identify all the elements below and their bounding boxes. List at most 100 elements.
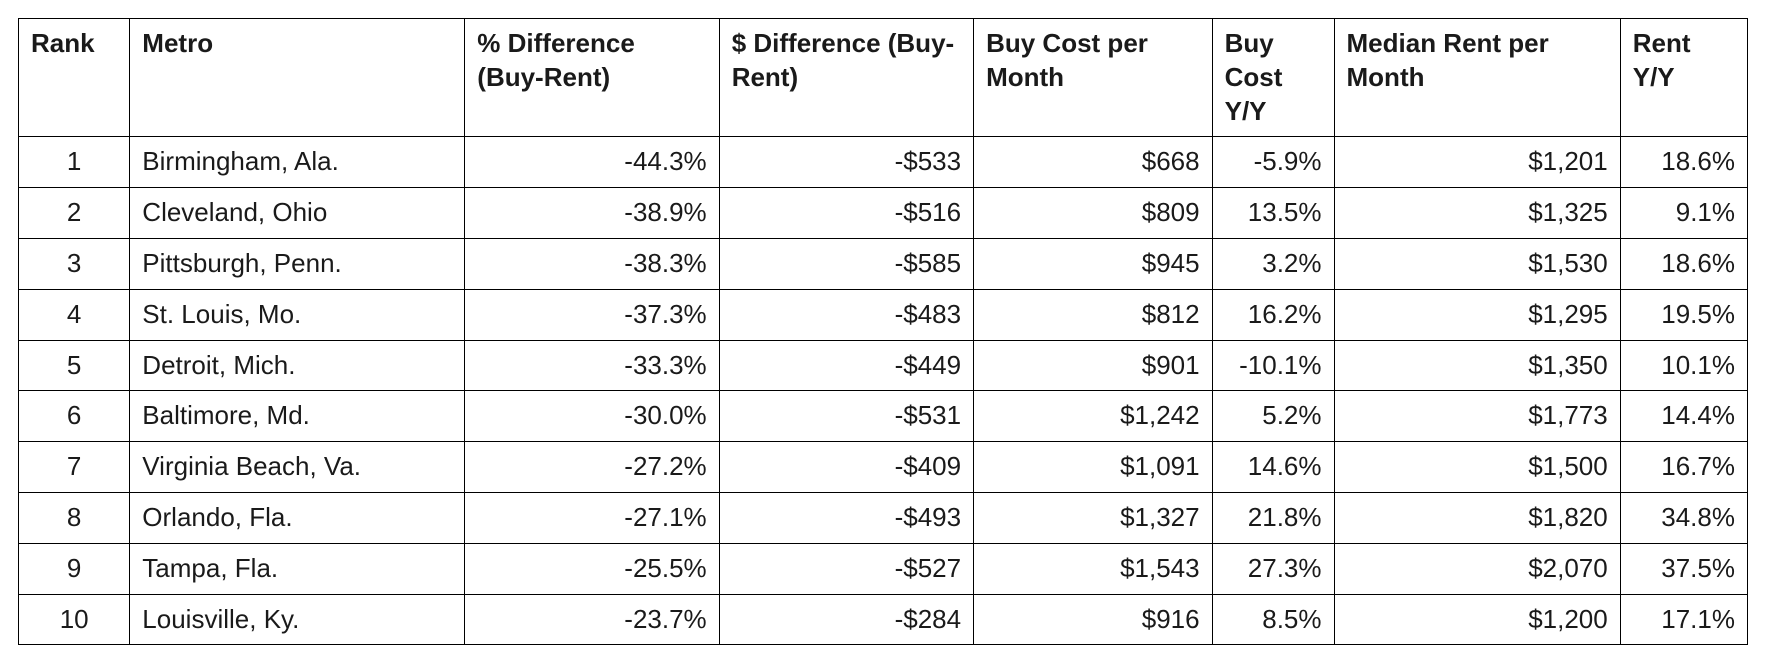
cell-median_rent: $1,350 xyxy=(1334,340,1620,391)
table-row: 6Baltimore, Md.-30.0%-$531$1,2425.2%$1,7… xyxy=(19,391,1748,442)
cell-rent_yy: 19.5% xyxy=(1620,289,1747,340)
cell-rent_yy: 18.6% xyxy=(1620,238,1747,289)
table-row: 9Tampa, Fla.-25.5%-$527$1,54327.3%$2,070… xyxy=(19,543,1748,594)
cell-metro: Cleveland, Ohio xyxy=(130,188,465,239)
col-header-pct-diff: % Difference (Buy-Rent) xyxy=(465,19,719,137)
table-row: 8Orlando, Fla.-27.1%-$493$1,32721.8%$1,8… xyxy=(19,492,1748,543)
col-header-rank: Rank xyxy=(19,19,130,137)
cell-buy_cost: $668 xyxy=(974,137,1213,188)
table-row: 7Virginia Beach, Va.-27.2%-$409$1,09114.… xyxy=(19,442,1748,493)
table-row: 5Detroit, Mich.-33.3%-$449$901-10.1%$1,3… xyxy=(19,340,1748,391)
cell-rank: 7 xyxy=(19,442,130,493)
cell-buy_cost: $812 xyxy=(974,289,1213,340)
cell-median_rent: $1,200 xyxy=(1334,594,1620,645)
cell-buy_cost: $1,242 xyxy=(974,391,1213,442)
col-header-dollar-diff: $ Difference (Buy-Rent) xyxy=(719,19,973,137)
cell-buy_yy: 21.8% xyxy=(1212,492,1334,543)
cell-rent_yy: 17.1% xyxy=(1620,594,1747,645)
table-row: 10Louisville, Ky.-23.7%-$284$9168.5%$1,2… xyxy=(19,594,1748,645)
cell-pct_diff: -33.3% xyxy=(465,340,719,391)
cell-median_rent: $1,325 xyxy=(1334,188,1620,239)
cell-rank: 4 xyxy=(19,289,130,340)
cell-buy_cost: $1,327 xyxy=(974,492,1213,543)
cell-buy_cost: $916 xyxy=(974,594,1213,645)
cell-buy_yy: -10.1% xyxy=(1212,340,1334,391)
cell-buy_cost: $1,091 xyxy=(974,442,1213,493)
cell-buy_yy: 14.6% xyxy=(1212,442,1334,493)
col-header-median-rent: Median Rent per Month xyxy=(1334,19,1620,137)
cell-metro: Orlando, Fla. xyxy=(130,492,465,543)
cell-metro: Louisville, Ky. xyxy=(130,594,465,645)
buy-vs-rent-table: Rank Metro % Difference (Buy-Rent) $ Dif… xyxy=(18,18,1748,645)
table-header: Rank Metro % Difference (Buy-Rent) $ Dif… xyxy=(19,19,1748,137)
cell-dollar_diff: -$516 xyxy=(719,188,973,239)
cell-pct_diff: -30.0% xyxy=(465,391,719,442)
cell-dollar_diff: -$493 xyxy=(719,492,973,543)
cell-pct_diff: -23.7% xyxy=(465,594,719,645)
cell-buy_yy: -5.9% xyxy=(1212,137,1334,188)
table-body: 1Birmingham, Ala.-44.3%-$533$668-5.9%$1,… xyxy=(19,137,1748,645)
cell-rent_yy: 16.7% xyxy=(1620,442,1747,493)
cell-pct_diff: -37.3% xyxy=(465,289,719,340)
cell-rank: 8 xyxy=(19,492,130,543)
cell-pct_diff: -27.2% xyxy=(465,442,719,493)
cell-rent_yy: 34.8% xyxy=(1620,492,1747,543)
cell-buy_cost: $901 xyxy=(974,340,1213,391)
cell-metro: Detroit, Mich. xyxy=(130,340,465,391)
cell-buy_yy: 5.2% xyxy=(1212,391,1334,442)
cell-rank: 6 xyxy=(19,391,130,442)
cell-dollar_diff: -$533 xyxy=(719,137,973,188)
cell-dollar_diff: -$531 xyxy=(719,391,973,442)
cell-dollar_diff: -$449 xyxy=(719,340,973,391)
cell-buy_yy: 3.2% xyxy=(1212,238,1334,289)
cell-median_rent: $1,820 xyxy=(1334,492,1620,543)
cell-metro: Virginia Beach, Va. xyxy=(130,442,465,493)
cell-metro: Birmingham, Ala. xyxy=(130,137,465,188)
col-header-metro: Metro xyxy=(130,19,465,137)
cell-median_rent: $1,500 xyxy=(1334,442,1620,493)
cell-rank: 5 xyxy=(19,340,130,391)
cell-median_rent: $1,773 xyxy=(1334,391,1620,442)
cell-metro: St. Louis, Mo. xyxy=(130,289,465,340)
cell-median_rent: $2,070 xyxy=(1334,543,1620,594)
cell-median_rent: $1,530 xyxy=(1334,238,1620,289)
cell-rent_yy: 37.5% xyxy=(1620,543,1747,594)
cell-rank: 2 xyxy=(19,188,130,239)
cell-dollar_diff: -$284 xyxy=(719,594,973,645)
cell-pct_diff: -27.1% xyxy=(465,492,719,543)
cell-median_rent: $1,201 xyxy=(1334,137,1620,188)
cell-dollar_diff: -$483 xyxy=(719,289,973,340)
cell-pct_diff: -38.9% xyxy=(465,188,719,239)
cell-rent_yy: 10.1% xyxy=(1620,340,1747,391)
col-header-buy-yy: Buy Cost Y/Y xyxy=(1212,19,1334,137)
cell-dollar_diff: -$409 xyxy=(719,442,973,493)
cell-rank: 10 xyxy=(19,594,130,645)
cell-buy_yy: 16.2% xyxy=(1212,289,1334,340)
col-header-buy-cost: Buy Cost per Month xyxy=(974,19,1213,137)
cell-rank: 9 xyxy=(19,543,130,594)
cell-buy_yy: 13.5% xyxy=(1212,188,1334,239)
cell-buy_cost: $809 xyxy=(974,188,1213,239)
cell-rent_yy: 18.6% xyxy=(1620,137,1747,188)
cell-metro: Baltimore, Md. xyxy=(130,391,465,442)
table-row: 3Pittsburgh, Penn.-38.3%-$585$9453.2%$1,… xyxy=(19,238,1748,289)
cell-dollar_diff: -$585 xyxy=(719,238,973,289)
cell-pct_diff: -44.3% xyxy=(465,137,719,188)
cell-buy_cost: $945 xyxy=(974,238,1213,289)
cell-metro: Tampa, Fla. xyxy=(130,543,465,594)
cell-median_rent: $1,295 xyxy=(1334,289,1620,340)
table-header-row: Rank Metro % Difference (Buy-Rent) $ Dif… xyxy=(19,19,1748,137)
cell-buy_cost: $1,543 xyxy=(974,543,1213,594)
table-row: 2Cleveland, Ohio-38.9%-$516$80913.5%$1,3… xyxy=(19,188,1748,239)
cell-rank: 1 xyxy=(19,137,130,188)
cell-dollar_diff: -$527 xyxy=(719,543,973,594)
cell-pct_diff: -25.5% xyxy=(465,543,719,594)
cell-buy_yy: 8.5% xyxy=(1212,594,1334,645)
cell-rent_yy: 14.4% xyxy=(1620,391,1747,442)
cell-pct_diff: -38.3% xyxy=(465,238,719,289)
cell-metro: Pittsburgh, Penn. xyxy=(130,238,465,289)
cell-rank: 3 xyxy=(19,238,130,289)
table-row: 4St. Louis, Mo.-37.3%-$483$81216.2%$1,29… xyxy=(19,289,1748,340)
table-row: 1Birmingham, Ala.-44.3%-$533$668-5.9%$1,… xyxy=(19,137,1748,188)
col-header-rent-yy: Rent Y/Y xyxy=(1620,19,1747,137)
